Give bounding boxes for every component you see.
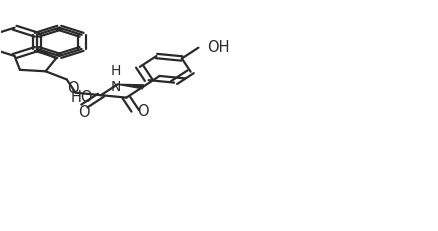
Text: H
N: H N xyxy=(110,64,120,94)
Text: OH: OH xyxy=(207,40,230,55)
Text: O: O xyxy=(137,104,149,119)
Text: HO: HO xyxy=(71,89,93,104)
Text: O: O xyxy=(78,104,90,119)
Text: O: O xyxy=(67,80,79,95)
Polygon shape xyxy=(117,85,143,89)
